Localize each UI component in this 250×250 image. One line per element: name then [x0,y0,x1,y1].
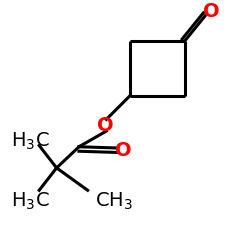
Text: H$_3$C: H$_3$C [10,191,49,212]
Text: O: O [116,141,132,160]
Text: O: O [203,2,220,22]
Text: H$_3$C: H$_3$C [10,131,49,152]
Text: CH$_3$: CH$_3$ [95,191,133,212]
Text: O: O [97,116,114,135]
